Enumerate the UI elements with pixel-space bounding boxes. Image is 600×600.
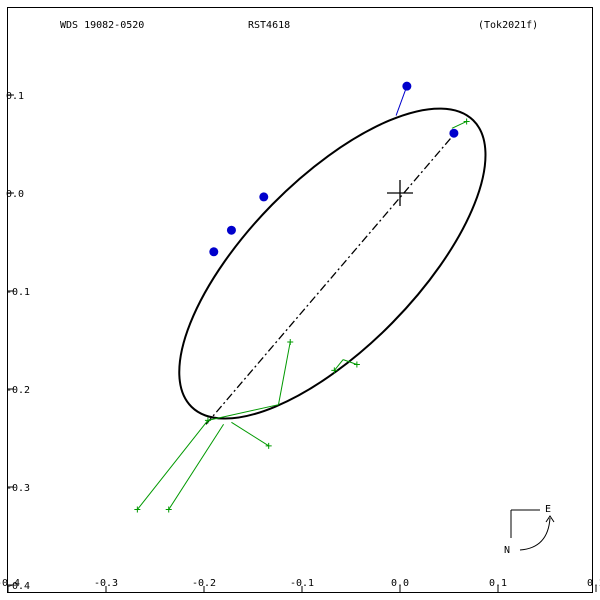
green-residual-line — [207, 404, 279, 421]
plot-frame — [7, 7, 593, 593]
y-tick-label: 0.1 — [6, 91, 24, 102]
blue-observations — [209, 81, 459, 257]
x-tick-label: -0.2 — [192, 578, 216, 589]
green-residual-line — [451, 121, 467, 129]
compass-arrowhead-icon — [545, 515, 555, 523]
green-observation-point — [331, 367, 338, 374]
primary-star-cross — [387, 180, 413, 206]
y-axis-ticks: 0.1 0.0 -0.1 -0.2 -0.3 -0.4 — [6, 91, 30, 592]
x-tick-label: -0.3 — [94, 578, 118, 589]
header-left: WDS 19082-0520 — [60, 20, 144, 31]
green-observation-point — [134, 506, 141, 513]
green-residual-line — [231, 421, 269, 447]
compass-north-label: N — [504, 545, 510, 556]
green-residual-line — [168, 424, 225, 510]
green-residual-line — [333, 359, 344, 371]
green-observation-point — [165, 506, 172, 513]
green-residual-lines — [136, 121, 467, 510]
green-observation-point — [265, 442, 272, 449]
y-tick-label: 0.0 — [6, 189, 24, 200]
blue-observation-point — [259, 192, 269, 202]
x-axis-ticks: -0.4 -0.3 -0.2 -0.1 0.0 0.1 0.2 — [0, 578, 600, 592]
x-tick-label: 0.2 — [587, 578, 600, 589]
primary-star-marker — [387, 180, 413, 206]
x-tick-label: 0.0 — [391, 578, 409, 589]
y-tick-label: -0.4 — [6, 581, 30, 592]
green-observations — [134, 118, 470, 513]
x-tick-label: 0.1 — [489, 578, 507, 589]
x-tick-label: -0.1 — [290, 578, 314, 589]
y-tick-label: -0.2 — [6, 385, 30, 396]
green-observation-point — [204, 417, 211, 424]
compass-rotation-arrow — [519, 517, 551, 551]
blue-observation-point — [449, 128, 459, 138]
y-tick-label: -0.3 — [6, 483, 30, 494]
green-residual-line — [277, 341, 291, 405]
green-observation-point — [287, 338, 294, 345]
x-tick-label: -0.4 — [0, 578, 20, 589]
green-observation-point — [463, 118, 470, 125]
green-residual-line — [136, 420, 209, 510]
orbit-ellipse — [178, 107, 487, 420]
header-right: (Tok2021f) — [478, 20, 538, 31]
y-tick-label: -0.1 — [6, 287, 30, 298]
header-center: RST4618 — [248, 20, 290, 31]
compass-east-label: E — [545, 504, 551, 515]
green-residual-line — [342, 359, 358, 365]
blue-observation-point — [226, 225, 236, 235]
green-observation-point — [353, 361, 360, 368]
blue-observation-point — [402, 81, 412, 91]
blue-residual-lines — [395, 86, 408, 116]
blue-observation-point — [209, 247, 219, 257]
compass-rose: E N — [504, 504, 555, 556]
line-of-apsides — [205, 131, 457, 425]
blue-residual-line — [395, 86, 408, 116]
